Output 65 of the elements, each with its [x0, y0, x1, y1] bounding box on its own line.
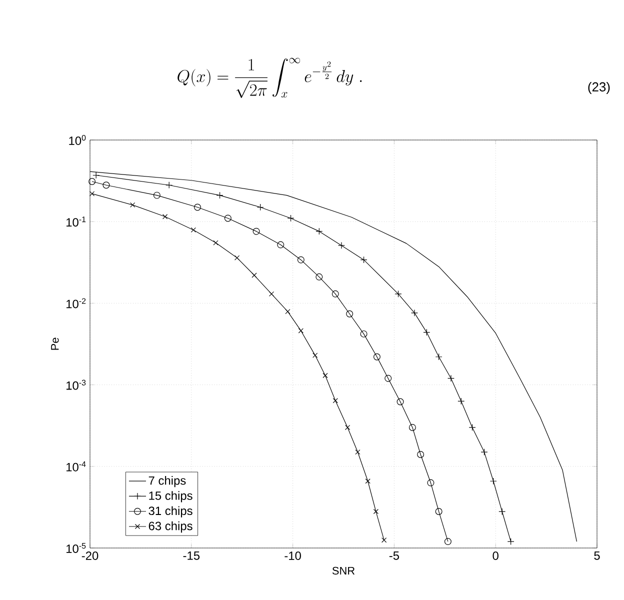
legend-label: 15 chips: [149, 491, 192, 502]
point: [102, 182, 110, 189]
point: [194, 204, 201, 211]
x-tick-label: -20: [82, 552, 98, 560]
point: [417, 450, 424, 458]
point: [234, 255, 240, 260]
text: (23): [588, 82, 610, 94]
point: [346, 310, 354, 318]
point: [435, 508, 442, 516]
point: [480, 448, 488, 456]
point: [384, 374, 392, 382]
point: [373, 508, 379, 514]
point: [355, 449, 360, 455]
point: [408, 424, 416, 431]
point: [373, 353, 380, 360]
point: [277, 241, 284, 248]
x-axis-title: SNR: [332, 566, 355, 575]
point: [427, 479, 434, 486]
legend-label: 63 chips: [148, 521, 192, 533]
point: [396, 398, 404, 406]
point: [298, 328, 304, 334]
point: [213, 240, 218, 246]
point: [332, 290, 339, 298]
legend-label: 7 chips: [148, 476, 186, 488]
point: [468, 424, 476, 431]
point: [252, 272, 257, 278]
x-tick-label: 0: [492, 552, 498, 560]
y-tick-label: 10$^{0}$: [69, 134, 86, 146]
y-tick-label: 10$^{-5}$: [66, 543, 86, 553]
point: [394, 290, 402, 298]
point: [360, 256, 368, 264]
point: [162, 214, 168, 220]
point: [316, 273, 323, 280]
point: [89, 191, 95, 196]
x-tick-label: -5: [389, 552, 400, 560]
text: $Q(x)=\frac{1}{\sqrt{2\pi}}\int_x^{\infty} e^{-\frac{y^2}{2}}\,dy\;.$: [178, 58, 362, 98]
y-tick-label: 10$^{-3}$: [66, 380, 86, 390]
point: [410, 309, 418, 316]
x-tick-label: 5: [594, 552, 600, 560]
point: [224, 214, 232, 222]
x-tick-label: -15: [183, 552, 200, 560]
y-tick-label: 10$^{-4}$: [66, 461, 86, 472]
legend-label: 31 chips: [148, 506, 192, 518]
point: [88, 178, 96, 185]
point: [297, 256, 304, 264]
point: [365, 478, 370, 484]
point: [285, 309, 290, 314]
point: [332, 398, 338, 404]
point: [382, 538, 387, 543]
y-axis-title: Pe: [51, 338, 59, 350]
point: [190, 227, 196, 233]
point: [312, 352, 318, 358]
point: [287, 214, 294, 222]
point: [130, 202, 136, 208]
y-tick-label: 10$^{-2}$: [66, 298, 86, 308]
point: [268, 291, 274, 296]
point: [322, 372, 328, 378]
point: [338, 242, 345, 249]
point: [444, 538, 452, 546]
y-tick-label: 10$^{-1}$: [66, 216, 86, 227]
point: [252, 228, 260, 235]
point: [153, 192, 160, 199]
point: [360, 330, 368, 338]
x-tick-label: -10: [284, 552, 301, 560]
point: [345, 424, 350, 430]
